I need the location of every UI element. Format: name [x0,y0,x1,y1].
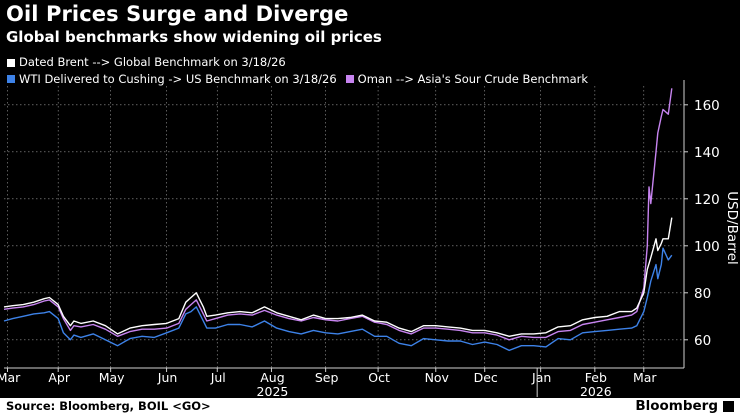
legend-item: Dated Brent --> Global Benchmark on 3/18… [6,55,286,70]
y-tick-label: 100 [694,239,720,255]
chart-legend: Dated Brent --> Global Benchmark on 3/18… [6,55,606,88]
y-tick-label: 80 [694,286,711,302]
legend-swatch [6,74,16,84]
y-tick-label: 140 [694,145,720,161]
axes: 60 80 100 120 140 160 Mar Apr May Jun Jul Aug Sep Oct… [0,80,720,398]
legend-swatch [6,57,16,68]
bloomberg-terminal-icon [723,401,734,412]
legend-swatch [344,74,355,84]
year-label: 2026 [580,384,612,398]
series-line-2 [3,247,673,352]
legend-label: Dated Brent --> Global Benchmark on 3/18… [19,55,286,69]
brand-logo-text: Bloomberg [635,398,718,414]
x-tick-label: Feb [585,370,607,385]
legend-item: Oman --> Asia's Sour Crude Benchmark [344,71,589,87]
series-line-3 [3,88,673,341]
x-tick-label: Aug [260,370,284,385]
year-label: 2025 [257,384,289,398]
legend-item: WTI Delivered to Cushing -> US Benchmark… [6,72,337,87]
x-tick-label: Sep [315,370,339,385]
x-tick-label: Jun [157,370,178,385]
series-lines [3,88,673,352]
footer-bar: Source: Bloomberg, BOIL <GO> Bloomberg [0,398,740,416]
x-tick-label: Jul [210,370,226,385]
x-tick-label: Mar [0,370,21,385]
x-tick-label: Nov [425,370,450,385]
x-tick-label: Dec [474,370,498,385]
y-tick-label: 160 [694,98,720,114]
line-chart: 60 80 100 120 140 160 Mar Apr May Jun Jul Aug Sep Oct… [0,80,740,398]
x-tick-label: Jan [531,370,551,385]
y-axis-label: USD/Barrel [724,191,740,265]
chart-title: Oil Prices Surge and Diverge [6,2,349,26]
y-tick-label: 120 [694,192,720,208]
chart-subtitle: Global benchmarks show widening oil pric… [6,28,382,46]
legend-label: WTI Delivered to Cushing -> US Benchmark… [19,71,337,86]
source-note: Source: Bloomberg, BOIL <GO> [6,399,211,413]
y-tick-label: 60 [694,333,711,349]
x-tick-label: Mar [633,370,657,385]
x-tick-label: Oct [368,370,390,385]
x-tick-label: Apr [48,370,70,385]
x-tick-label: May [99,370,125,385]
legend-label: Oman --> Asia's Sour Crude Benchmark [357,71,589,86]
series-line-1 [3,217,673,337]
grid-lines [4,86,684,368]
